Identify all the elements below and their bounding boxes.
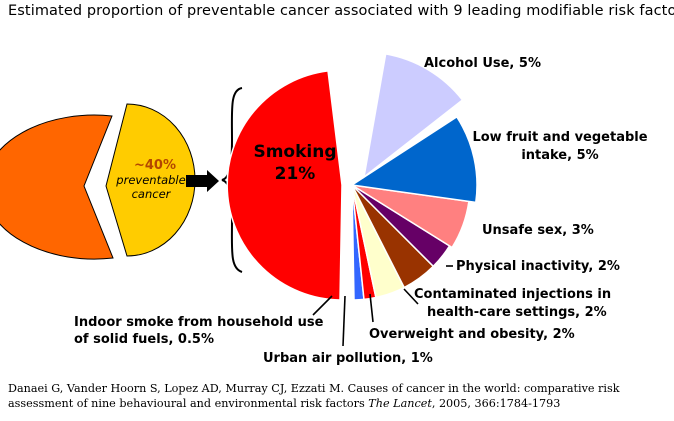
preventable-slice	[105, 103, 196, 257]
arrow-icon	[186, 170, 219, 192]
summary-pie: ~40% preventable cancer	[0, 103, 196, 260]
brace-icon	[221, 87, 243, 273]
label-urban: Urban air pollution, 1%	[263, 351, 433, 366]
preventable-line2: cancer	[132, 187, 172, 201]
label-injections-1: Contaminated injections in	[414, 287, 611, 302]
label-obesity: Overweight and obesity, 2%	[369, 327, 575, 342]
citation-text: Danaei G, Vander Hoorn S, Lopez AD, Murr…	[8, 382, 620, 410]
preventable-pct: ~40%	[134, 158, 176, 173]
pie-slice-fruitveg	[349, 115, 478, 204]
pie-slices	[226, 53, 478, 301]
label-fruitveg-1: Low fruit and vegetable	[472, 130, 647, 145]
citation: Danaei G, Vander Hoorn S, Lopez AD, Murr…	[8, 381, 668, 411]
leader-urban	[342, 295, 346, 347]
pie-slice-alcohol	[362, 53, 464, 179]
label-indoor-1: Indoor smoke from household use	[74, 315, 324, 330]
smoking-pct: 21%	[275, 164, 316, 184]
citation-journal: The Lancet	[368, 397, 432, 410]
preventable-line1: preventable	[115, 173, 185, 187]
label-alcohol: Alcohol Use, 5%	[424, 56, 541, 71]
label-fruitveg-2: intake, 5%	[521, 148, 598, 163]
chart-title: Estimated proportion of preventable canc…	[8, 3, 674, 19]
pie-slice-smoking	[226, 70, 343, 301]
label-indoor-2: of solid fuels, 0.5%	[74, 332, 214, 347]
non-preventable-slice	[0, 114, 114, 260]
label-inactivity: Physical inactivity, 2%	[456, 259, 620, 274]
smoking-label: Smoking	[253, 142, 336, 162]
leader-obesity	[369, 293, 374, 323]
leader-indoor	[312, 295, 333, 316]
risk-factor-chart: ~40% preventable cancer Smoking 21% Alco…	[0, 53, 648, 366]
label-unsafe: Unsafe sex, 3%	[482, 223, 594, 238]
label-injections-2: health-care settings, 2%	[427, 305, 607, 320]
citation-details: , 2005, 366:1784-1793	[431, 397, 561, 410]
leader-injections	[403, 288, 419, 305]
leader-lines	[312, 265, 453, 347]
